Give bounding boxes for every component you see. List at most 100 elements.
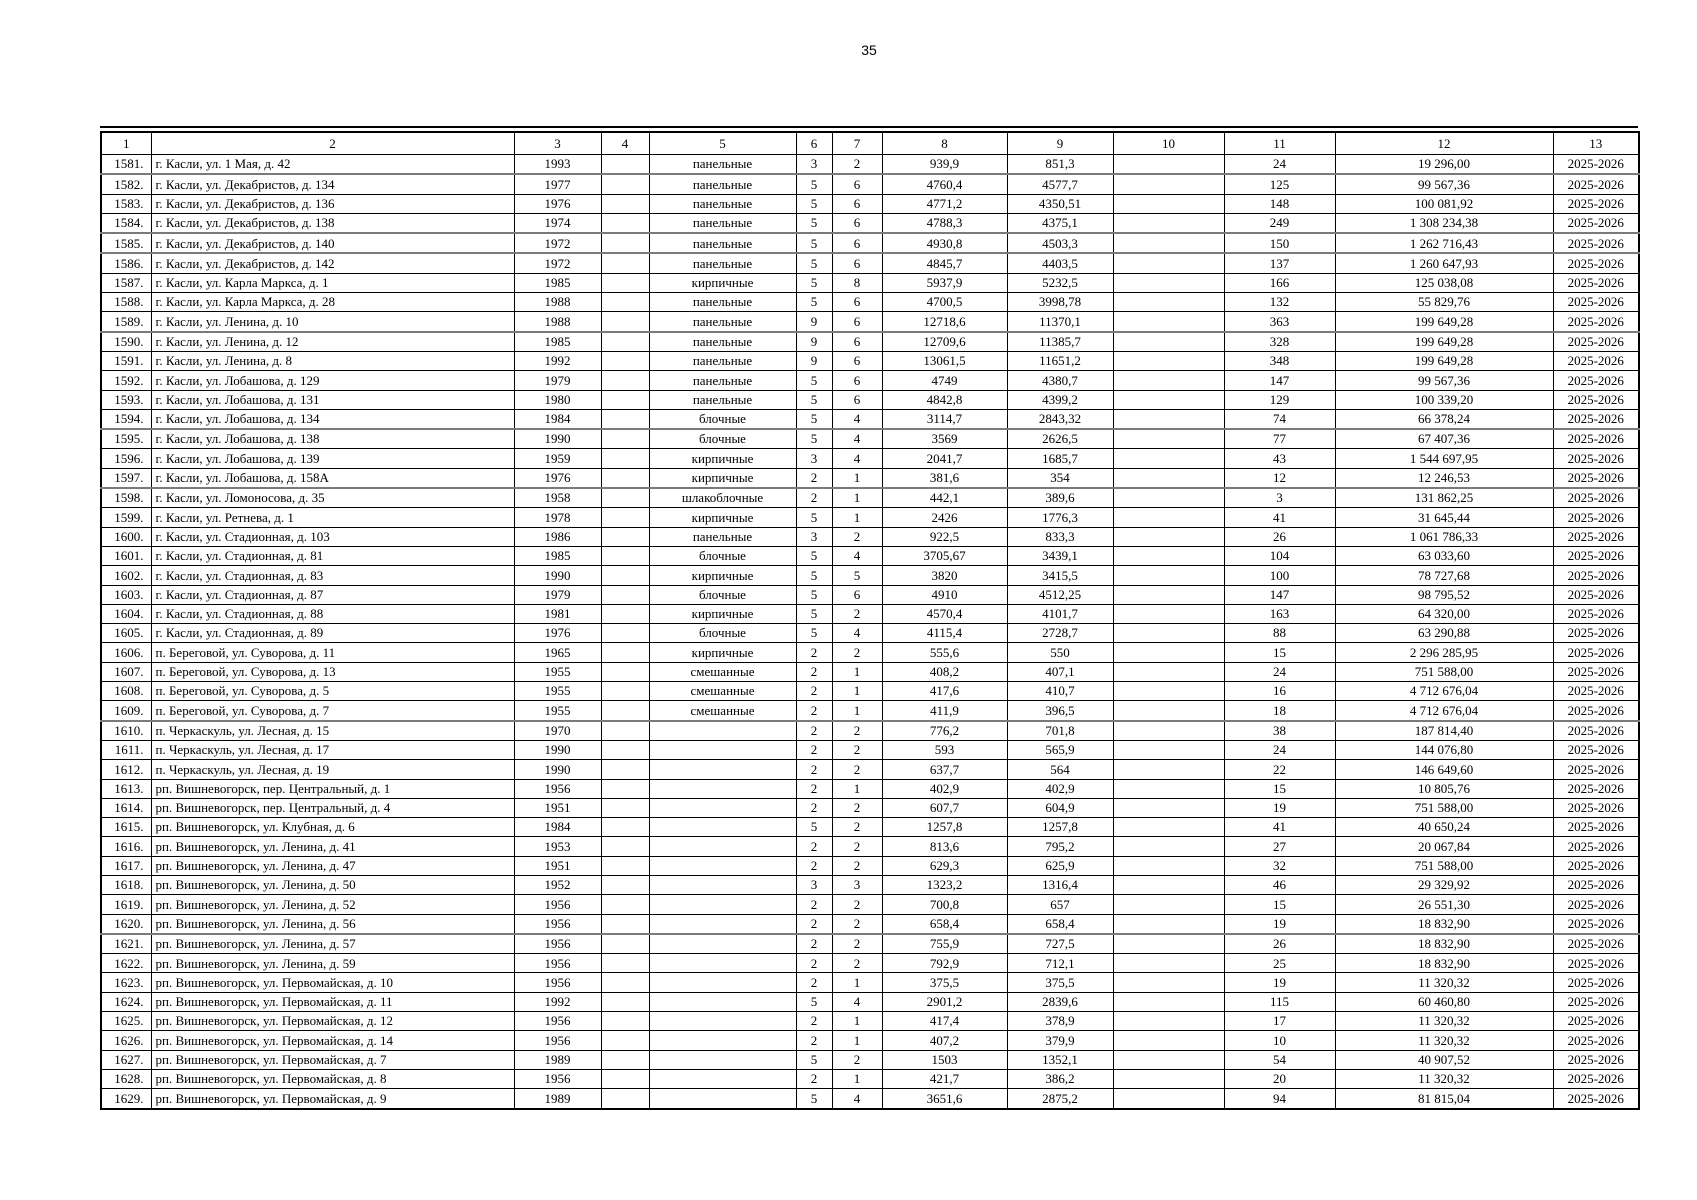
cell-num: 1589. <box>100 311 152 333</box>
cell-area-total: 3705,67 <box>881 545 1008 567</box>
cell-addr: рп. Вишневогорск, ул. Ленина, д. 59 <box>150 953 515 974</box>
cell-year: 1952 <box>513 874 602 896</box>
cell-area-living: 11385,7 <box>1006 330 1114 352</box>
cell-residents: 363 <box>1223 311 1336 333</box>
header-cell-9: 9 <box>1006 131 1114 155</box>
cell-year: 1974 <box>513 212 602 234</box>
cell-entrances: 2 <box>831 797 883 819</box>
cell-year: 1956 <box>513 894 602 915</box>
cell-4 <box>600 603 650 625</box>
cell-10 <box>1112 1088 1225 1110</box>
table-row: 1606. п. Береговой, ул. Суворова, д. 11 19… <box>100 642 1640 663</box>
cell-4 <box>600 370 650 391</box>
table-row: 1589. г. Касли, ул. Ленина, д. 10 1988 пане… <box>100 311 1640 333</box>
cell-area-living: 402,9 <box>1006 778 1114 799</box>
cell-material <box>648 855 797 876</box>
cell-year: 1981 <box>513 603 602 625</box>
cell-residents: 18 <box>1223 700 1336 722</box>
table-row: 1614. рп. Вишневогорск, пер. Центральный,… <box>100 797 1640 819</box>
cell-material: панельные <box>648 212 797 234</box>
cell-area-living: 410,7 <box>1006 681 1114 702</box>
cell-4 <box>600 350 650 372</box>
cell-area-living: 354 <box>1006 467 1114 489</box>
cell-10 <box>1112 1011 1225 1032</box>
cell-residents: 166 <box>1223 272 1336 294</box>
cell-area-living: 4577,7 <box>1006 173 1114 195</box>
cell-4 <box>600 1011 650 1032</box>
cell-residents: 328 <box>1223 330 1336 352</box>
cell-cost: 98 795,52 <box>1334 584 1554 605</box>
cell-cost: 18 832,90 <box>1334 913 1554 935</box>
cell-year: 1951 <box>513 855 602 876</box>
table-row: 1612. п. Черкаскуль, ул. Лесная, д. 19 199… <box>100 759 1640 780</box>
cell-area-total: 4930,8 <box>881 232 1008 254</box>
cell-entrances: 4 <box>831 991 883 1013</box>
cell-4 <box>600 991 650 1013</box>
table-row: 1625. рп. Вишневогорск, ул. Первомайская,… <box>100 1011 1640 1032</box>
cell-area-total: 4788,3 <box>881 212 1008 234</box>
cell-material: кирпичные <box>648 642 797 663</box>
cell-4 <box>600 739 650 761</box>
cell-year: 1977 <box>513 173 602 195</box>
cell-area-living: 3415,5 <box>1006 565 1114 586</box>
table-row: 1585. г. Касли, ул. Декабристов, д. 140 19… <box>100 232 1640 254</box>
cell-area-total: 4910 <box>881 584 1008 605</box>
cell-floors: 2 <box>795 797 833 819</box>
cell-entrances: 2 <box>831 855 883 876</box>
cell-4 <box>600 1049 650 1070</box>
cell-area-total: 776,2 <box>881 719 1008 741</box>
cell-area-living: 3998,78 <box>1006 292 1114 313</box>
cell-area-living: 386,2 <box>1006 1068 1114 1090</box>
cell-num: 1600. <box>100 526 152 547</box>
cell-year: 1979 <box>513 584 602 605</box>
cell-4 <box>600 797 650 819</box>
cell-4 <box>600 272 650 294</box>
cell-4 <box>600 972 650 993</box>
cell-floors: 5 <box>795 292 833 313</box>
cell-num: 1620. <box>100 913 152 935</box>
cell-area-total: 4771,2 <box>881 193 1008 214</box>
table-row: 1591. г. Касли, ул. Ленина, д. 8 1992 панел… <box>100 350 1640 372</box>
cell-material: кирпичные <box>648 467 797 489</box>
header-cell-6: 6 <box>795 131 833 155</box>
cell-4 <box>600 193 650 214</box>
cell-period: 2025-2026 <box>1552 739 1640 761</box>
table-row: 1604. г. Касли, ул. Стадионная, д. 88 1981… <box>100 603 1640 625</box>
cell-year: 1985 <box>513 545 602 567</box>
cell-material: блочные <box>648 408 797 430</box>
cell-cost: 100 081,92 <box>1334 193 1554 214</box>
cell-area-total: 381,6 <box>881 467 1008 489</box>
cell-10 <box>1112 330 1225 352</box>
cell-material <box>648 1030 797 1051</box>
table-row: 1597. г. Касли, ул. Лобашова, д. 158А 1976… <box>100 467 1640 489</box>
cell-area-living: 2728,7 <box>1006 623 1114 644</box>
cell-material: кирпичные <box>648 507 797 528</box>
cell-addr: г. Касли, ул. Ретнева, д. 1 <box>150 507 515 528</box>
cell-area-living: 396,5 <box>1006 700 1114 722</box>
cell-addr: п. Береговой, ул. Суворова, д. 13 <box>150 661 515 683</box>
table-row: 1610. п. Черкаскуль, ул. Лесная, д. 15 197… <box>100 719 1640 741</box>
cell-area-total: 3820 <box>881 565 1008 586</box>
cell-entrances: 1 <box>831 1011 883 1032</box>
cell-floors: 2 <box>795 487 833 509</box>
cell-area-total: 12709,6 <box>881 330 1008 352</box>
cell-area-living: 3439,1 <box>1006 545 1114 567</box>
cell-10 <box>1112 193 1225 214</box>
cell-year: 1956 <box>513 1011 602 1032</box>
cell-10 <box>1112 311 1225 333</box>
cell-cost: 187 814,40 <box>1334 719 1554 741</box>
cell-cost: 1 544 697,95 <box>1334 448 1554 469</box>
cell-area-living: 851,3 <box>1006 154 1114 175</box>
cell-area-living: 389,6 <box>1006 487 1114 509</box>
table-row: 1593. г. Касли, ул. Лобашова, д. 131 1980 п… <box>100 389 1640 410</box>
cell-year: 1990 <box>513 759 602 780</box>
cell-material: панельные <box>648 526 797 547</box>
cell-addr: рп. Вишневогорск, ул. Первомайская, д. 1… <box>150 991 515 1013</box>
cell-area-living: 4380,7 <box>1006 370 1114 391</box>
cell-entrances: 2 <box>831 1049 883 1070</box>
cell-10 <box>1112 212 1225 234</box>
cell-period: 2025-2026 <box>1552 700 1640 722</box>
cell-num: 1581. <box>100 154 152 175</box>
cell-4 <box>600 545 650 567</box>
cell-4 <box>600 311 650 333</box>
